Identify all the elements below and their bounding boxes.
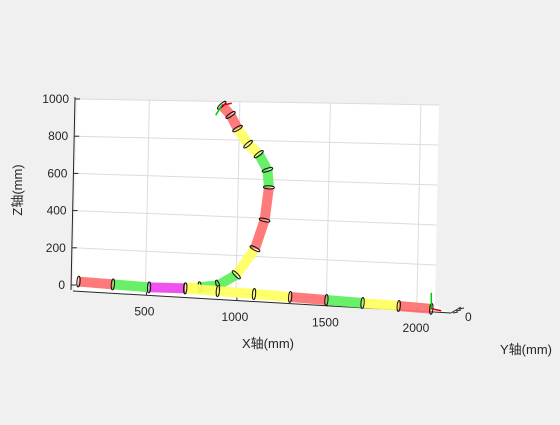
y-axis-label: Y轴(mm) [500, 342, 552, 357]
x-tick-label: 1000 [222, 310, 249, 324]
pipe-joint [253, 150, 264, 159]
z-gridline [74, 210, 437, 226]
pipe-segment [362, 297, 400, 311]
y-tick [458, 307, 465, 310]
pipe-joint [231, 270, 241, 280]
z-gridline [76, 135, 439, 146]
pipe-segment [262, 169, 274, 188]
pipe-segment [250, 218, 270, 251]
pipe-joint [217, 100, 227, 110]
pipe-joint [251, 288, 257, 301]
pipe-joint [183, 282, 188, 295]
pipe-segment [217, 286, 255, 300]
z-tick-label: 800 [48, 129, 68, 143]
pipe-segment [233, 125, 253, 148]
z-gridline [75, 172, 438, 186]
x-gridline [416, 104, 422, 305]
x-gridline [325, 103, 331, 300]
pipe-joint [396, 299, 401, 312]
pipe-curve [76, 100, 434, 315]
z-tick-label: 0 [58, 278, 65, 292]
pipe-segment [232, 245, 260, 278]
x-axis-label: X轴(mm) [242, 336, 294, 351]
pipe-segment [325, 294, 363, 308]
z-tick-label: 200 [46, 241, 66, 255]
y-tick [452, 311, 459, 314]
pipe-segment [112, 279, 150, 293]
pipe-joint [258, 217, 271, 223]
z-tick-label: 1000 [42, 92, 69, 106]
x-gridline [144, 100, 150, 290]
pipe-segment [215, 270, 239, 290]
pipe-joint [232, 124, 243, 133]
pipe-joint [76, 275, 81, 288]
pipe-joint [360, 296, 365, 309]
pipe-segment [289, 292, 327, 305]
pipe-segment [184, 283, 219, 297]
pipe-segment [254, 151, 272, 173]
pipe-segment [253, 289, 291, 302]
pipe-segment [244, 140, 263, 158]
pipe-joint [249, 245, 261, 253]
pipe-segment [226, 112, 242, 131]
y-axis-line [450, 306, 462, 314]
pipe-joint [288, 291, 293, 303]
pipe-segment [218, 101, 235, 119]
pipe-joint [262, 185, 275, 190]
back-wall [73, 99, 439, 305]
y-tick-label: 0 [465, 310, 472, 324]
pipe-segment [78, 276, 114, 290]
origin-triad [215, 102, 442, 312]
y-tick [455, 309, 462, 312]
z-axis-label: Z轴(mm) [10, 164, 25, 215]
triad-red-end [431, 308, 442, 312]
x-tick-label: 500 [134, 304, 154, 318]
pipe-segment [398, 300, 432, 314]
z-gridline [76, 98, 440, 106]
z-tick-label: 600 [47, 166, 67, 180]
axes-tick-labels: 0 200 400 600 800 1000 500 1000 1500 2000 0 [42, 92, 472, 335]
x-tick-label: 2000 [403, 321, 430, 335]
pipe-joint [261, 167, 274, 173]
pipe-joint [324, 293, 329, 306]
z-axis-line [70, 96, 76, 291]
pipe-joint [225, 111, 236, 119]
z-tick-label: 400 [47, 204, 67, 218]
pipe-segment [259, 186, 274, 221]
x-tick-label: 1500 [312, 315, 339, 329]
triad-red-top [221, 102, 232, 106]
pipe-joint [110, 278, 116, 291]
pipe-joint [215, 285, 220, 298]
triad-green-top [215, 104, 223, 116]
pipe-segment [148, 282, 186, 294]
pipe-joint [243, 140, 253, 149]
pipe-joint [146, 281, 152, 294]
